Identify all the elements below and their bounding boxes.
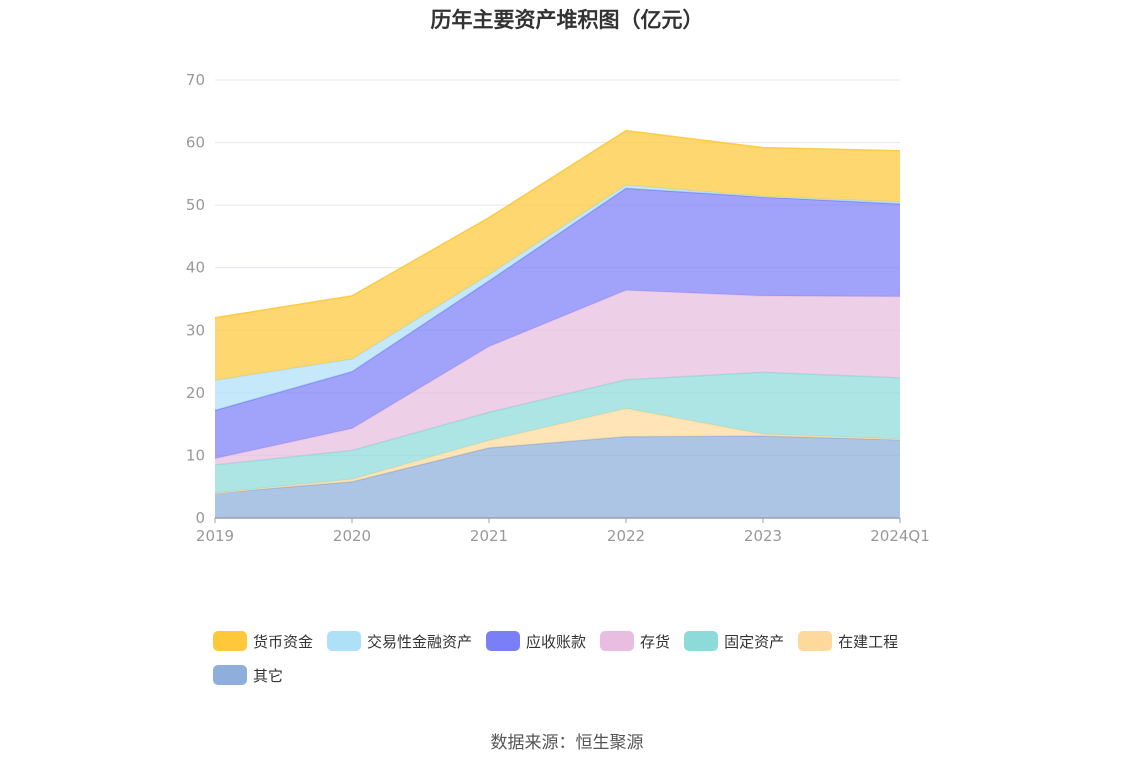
legend-label: 应收账款: [526, 632, 587, 651]
y-tick-label: 0: [195, 509, 205, 527]
x-tick-label: 2024Q1: [870, 527, 930, 545]
area-series: [215, 188, 900, 459]
series-line: [214, 187, 901, 412]
legend-item[interactable]: 存货: [600, 630, 670, 652]
data-source: 数据来源：恒生聚源: [490, 733, 644, 753]
x-tick-label: 2019: [196, 527, 234, 545]
y-tick-label: 50: [186, 196, 205, 214]
legend-label: 交易性金融资产: [367, 632, 473, 651]
legend-item[interactable]: 应收账款: [486, 630, 586, 652]
y-tick-label: 40: [186, 259, 205, 277]
legend-swatch: [798, 631, 833, 651]
area-series: [215, 408, 900, 493]
legend-swatch: [213, 631, 247, 651]
area-series: [215, 436, 900, 518]
x-tick-label: 2021: [470, 527, 508, 545]
legend-swatch: [486, 631, 521, 651]
legend-item[interactable]: 交易性金融资产: [327, 630, 472, 652]
chart-legend: 货币资金 交易性金融资产 应收账款 存货 固定资产 在建工程其它: [213, 630, 973, 686]
series-line: [214, 129, 901, 319]
legend-label: 存货: [640, 632, 671, 651]
x-tick-label: 2020: [333, 527, 371, 545]
y-tick-label: 20: [186, 384, 205, 402]
legend-swatch: [684, 631, 719, 651]
x-tick-label: 2023: [744, 527, 782, 545]
legend-swatch: [327, 631, 362, 651]
y-tick-label: 30: [186, 321, 205, 339]
legend-item[interactable]: 货币资金: [213, 630, 313, 652]
legend-label: 在建工程: [838, 632, 899, 651]
legend-item[interactable]: 在建工程: [798, 630, 898, 652]
area-series: [215, 130, 900, 381]
legend-label: 固定资产: [724, 632, 785, 651]
legend-item[interactable]: 固定资产: [684, 630, 784, 652]
chart-title: 历年主要资产堆积图（亿元）: [430, 8, 704, 32]
x-tick-label: 2022: [607, 527, 645, 545]
y-tick-label: 60: [186, 134, 205, 152]
legend-item[interactable]: 其它: [213, 664, 283, 686]
legend-label: 其它: [253, 666, 284, 685]
area-series: [215, 290, 900, 465]
y-tick-label: 70: [186, 71, 205, 89]
stacked-area-chart: 0 10 20 30 40 50 60 70 2019 2020 2021 2022 2023 2024Q…: [186, 71, 930, 545]
y-tick-label: 10: [186, 446, 205, 464]
legend-label: 货币资金: [253, 632, 314, 651]
legend-swatch: [600, 631, 635, 651]
legend-swatch: [213, 665, 247, 685]
area-series: [215, 372, 900, 493]
